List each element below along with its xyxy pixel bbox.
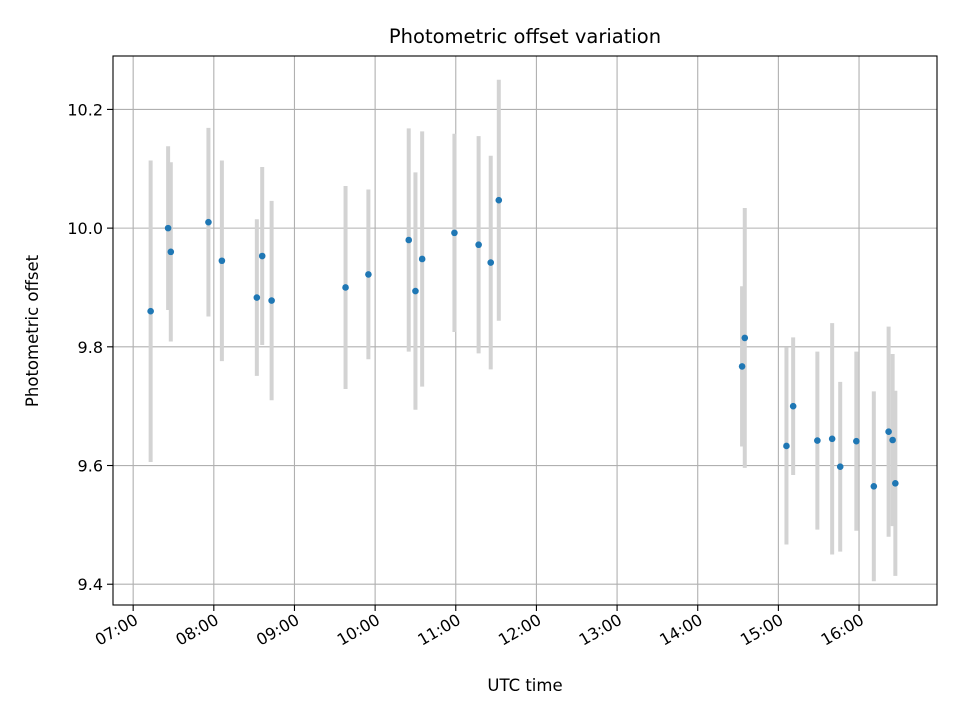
y-tick-label: 9.6 [78,457,103,476]
data-point [418,255,426,263]
data-point [853,437,860,445]
data-point [487,259,495,266]
plot-frame [112,55,938,606]
y-tick-label: 9.4 [78,575,103,594]
y-tick-label: 9.8 [78,338,103,357]
data-point [789,402,797,410]
data-point [365,271,372,278]
y-axis-label: Photometric offset [23,254,42,407]
y-axis-ticks: 9.4 9.6 9.8 10.0 10.2 [67,100,113,594]
data-point [218,257,226,265]
data-point [783,442,790,450]
data-point [738,363,746,370]
data-point [167,248,175,256]
data-point [495,196,503,204]
data-point [475,241,482,249]
data-point [205,218,212,226]
data-point [836,463,844,471]
data-point [258,252,266,260]
data-point [451,229,458,237]
data-point [147,307,154,315]
data-point [828,435,836,443]
data-point [412,287,419,295]
grid [113,56,937,605]
data-point [814,437,821,444]
data-point [892,480,899,487]
data-point [164,224,172,232]
chart-title: Photometric offset variation [389,25,661,48]
data-point [870,482,878,490]
data-points [147,196,899,490]
data-point [889,436,896,444]
y-tick-label: 10.0 [67,219,103,238]
data-point [741,334,749,342]
data-point [268,297,275,304]
data-point [342,284,349,291]
data-point [253,294,261,301]
y-tick-label: 10.2 [67,100,103,119]
data-point [885,428,892,435]
data-point [405,236,413,244]
plot-area [113,56,937,605]
x-axis-label: UTC time [487,676,562,695]
